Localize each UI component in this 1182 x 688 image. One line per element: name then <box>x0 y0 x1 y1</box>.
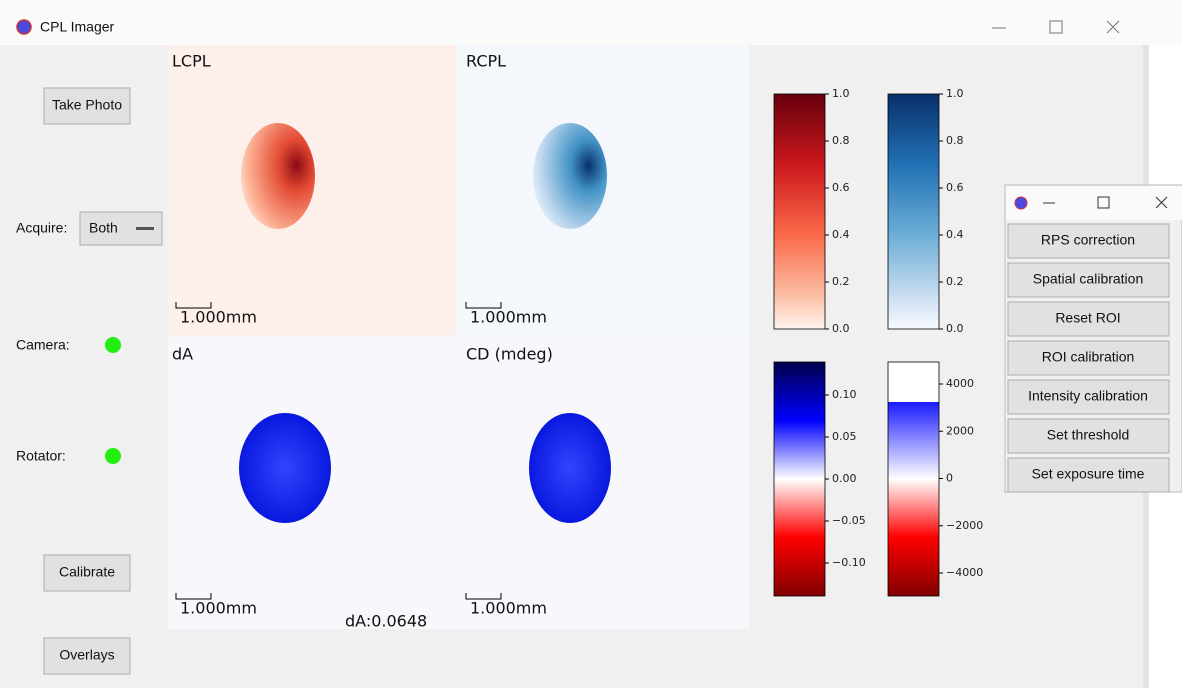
colorbar-tick-label: −4000 <box>946 566 983 579</box>
da-readout: dA:0.0648 <box>345 612 427 631</box>
colorbar-tick-label: 1.0 <box>946 87 964 100</box>
camera-label: Camera: <box>16 337 70 353</box>
colorbar-tick-label: 0 <box>946 472 953 485</box>
scale-bar-label: 1.000mm <box>180 599 257 618</box>
sample-image <box>239 413 331 523</box>
app-icon <box>17 20 31 34</box>
colorbar-tick-label: 0.6 <box>832 181 850 194</box>
colorbar-tick-label: 0.10 <box>832 388 857 401</box>
tool-icon <box>1015 197 1027 209</box>
sample-image <box>533 123 607 229</box>
colorbar-tick-label: 0.05 <box>832 430 857 443</box>
colorbar <box>888 362 939 596</box>
title-bar <box>0 0 1182 45</box>
rotator-status <box>105 448 121 464</box>
scale-bar-label: 1.000mm <box>470 599 547 618</box>
scale-bar-label: 1.000mm <box>180 308 257 327</box>
colorbar-tick-label: 0.4 <box>946 228 964 241</box>
button-label: Reset ROI <box>1055 310 1120 326</box>
colorbar-tick-label: 0.4 <box>832 228 850 241</box>
camera-status <box>105 337 121 353</box>
window-title: CPL Imager <box>40 19 115 35</box>
colorbar-tick-label: 0.0 <box>946 322 964 335</box>
button-label: Spatial calibration <box>1033 271 1144 287</box>
colorbar <box>888 94 939 329</box>
button-label: Overlays <box>59 647 114 663</box>
button-label: Set threshold <box>1047 427 1130 443</box>
colorbar-tick-label: 0.2 <box>832 275 850 288</box>
colorbar-tick-label: 0.6 <box>946 181 964 194</box>
button-label: Set exposure time <box>1032 466 1145 482</box>
panel-title: CD (mdeg) <box>466 345 553 364</box>
acquire-label: Acquire: <box>16 220 67 236</box>
colorbar-tick-label: 0.8 <box>832 134 850 147</box>
acquire-value: Both <box>89 220 118 236</box>
panel-title: dA <box>172 345 193 364</box>
colorbar-tick-label: 0.8 <box>946 134 964 147</box>
button-label: RPS correction <box>1041 232 1135 248</box>
sample-image <box>529 413 611 523</box>
button-label: Intensity calibration <box>1028 388 1148 404</box>
button-label: ROI calibration <box>1042 349 1135 365</box>
screen: CPL Imager Take Photo Acquire: Both Came… <box>0 0 1182 688</box>
colorbar-tick-label: 0.0 <box>832 322 850 335</box>
button-label: Calibrate <box>59 564 115 580</box>
colorbar-tick-label: 4000 <box>946 377 974 390</box>
tool-title-bar <box>1006 186 1182 220</box>
colorbar <box>774 362 825 596</box>
colorbar-tick-label: 1.0 <box>832 87 850 100</box>
panel-title: LCPL <box>172 52 211 71</box>
sample-image <box>241 123 315 229</box>
rotator-label: Rotator: <box>16 448 66 464</box>
colorbar-tick-label: −0.10 <box>832 556 866 569</box>
scale-bar-label: 1.000mm <box>470 308 547 327</box>
colorbar <box>774 94 825 329</box>
button-label: Take Photo <box>52 97 122 113</box>
colorbar-tick-label: −0.05 <box>832 514 866 527</box>
colorbar-tick-label: 2000 <box>946 424 974 437</box>
colorbar-tick-label: 0.2 <box>946 275 964 288</box>
colorbar-tick-label: −2000 <box>946 519 983 532</box>
panel-title: RCPL <box>466 52 506 71</box>
colorbar-tick-label: 0.00 <box>832 472 857 485</box>
dropdown-indicator <box>136 227 154 230</box>
